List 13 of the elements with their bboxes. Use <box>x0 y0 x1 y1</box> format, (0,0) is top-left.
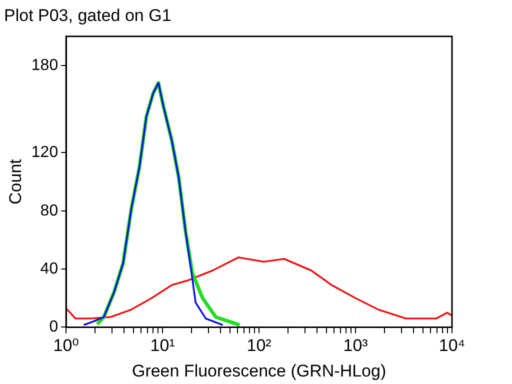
y-tick-label: 40 <box>40 260 58 278</box>
y-tick-label: 80 <box>40 202 58 220</box>
chart-title: Plot P03, gated on G1 <box>4 6 172 25</box>
y-tick-label: 120 <box>31 144 58 162</box>
x-tick-label: 10⁰ <box>53 336 80 356</box>
y-axis-title: Count <box>6 158 25 204</box>
x-tick-label: 10³ <box>343 336 368 356</box>
x-tick-label: 10¹ <box>150 336 176 356</box>
x-axis-title: Green Fluorescence (GRN-HLog) <box>132 361 386 380</box>
y-tick-label: 0 <box>49 318 58 336</box>
x-tick-label: 10² <box>246 336 272 356</box>
x-tick-label: 10⁴ <box>438 336 466 356</box>
y-tick-label: 180 <box>31 56 58 74</box>
